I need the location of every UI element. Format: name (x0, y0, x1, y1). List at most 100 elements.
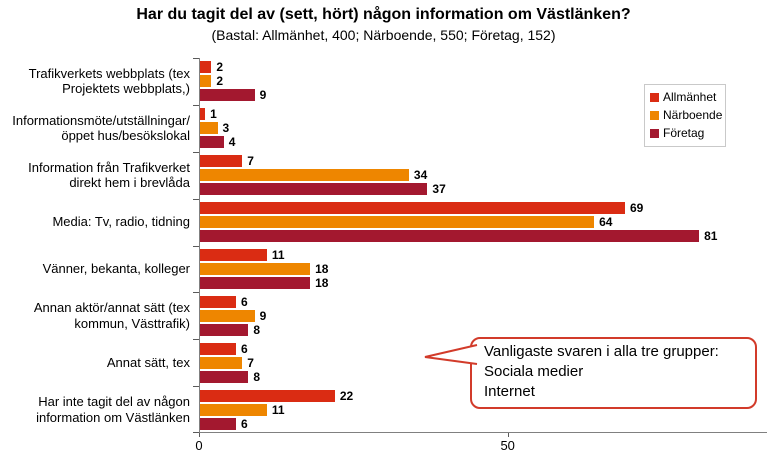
bar-allmänhet (199, 108, 206, 121)
bar-track: 81 (199, 229, 767, 244)
value-label: 69 (630, 201, 644, 216)
value-label: 2 (216, 74, 224, 89)
bar-företag (199, 370, 249, 383)
value-label: 2 (216, 60, 224, 75)
bar-närboende (199, 262, 311, 275)
category-label: Annat sätt, tex (106, 355, 190, 371)
bar-närboende (199, 122, 218, 135)
callout-bubble: Vanligaste svaren i alla tre grupper: So… (424, 337, 757, 409)
legend: Allmänhet Närboende Företag (644, 84, 726, 147)
bar-allmänhet (199, 342, 237, 355)
legend-swatch-icon (650, 93, 659, 102)
category-label: Annan aktör/annat sätt (tex kommun, Väst… (33, 300, 190, 331)
value-label: 8 (253, 322, 261, 337)
value-label: 6 (241, 294, 248, 309)
bar-track: 11 (199, 247, 767, 262)
chart-row: Vänner, bekanta, kolleger 11 18 18 (0, 246, 767, 293)
bar-track: 1 (199, 108, 767, 121)
x-axis-tick (507, 433, 509, 437)
bar-track: 6 (199, 341, 767, 356)
callout-line-1: Vanligaste svaren i alla tre grupper: (484, 343, 719, 360)
bar-allmänhet (199, 389, 335, 402)
bar-track: 11 (199, 402, 767, 417)
y-axis-tick (193, 245, 199, 247)
value-label: 7 (247, 154, 254, 169)
x-axis-tick (199, 433, 200, 437)
bar-track: 69 (199, 201, 767, 216)
value-label: 18 (315, 275, 329, 290)
chart-subtitle: (Bastal: Allmänhet, 400; Närboende, 550;… (211, 27, 556, 43)
bar-allmänhet (199, 295, 237, 308)
value-label: 4 (228, 135, 236, 150)
bar-närboende (199, 75, 212, 88)
callout-pointer-icon (424, 344, 478, 365)
x-axis-tick-label: 50 (500, 438, 515, 453)
bar-group: 69 64 81 (199, 199, 767, 246)
y-axis-tick (193, 339, 199, 341)
bar-chart: Trafikverkets webbplats (tex Projektets … (0, 58, 767, 453)
bar-track: 6 (199, 417, 767, 430)
bar-track: 8 (199, 370, 767, 383)
bar-track: 22 (199, 389, 767, 402)
bar-track: 18 (199, 262, 767, 275)
y-axis-tick (193, 432, 199, 433)
bar-företag (199, 417, 237, 430)
legend-label: Allmänhet (663, 90, 717, 104)
category-label: Informationsmöte/utställningar/ öppet hu… (12, 112, 190, 144)
category-label: Information från Trafikverket direkt hem… (28, 159, 190, 191)
value-label: 81 (704, 229, 718, 244)
bar-företag (199, 323, 249, 336)
bar-företag (199, 276, 311, 289)
value-label: 11 (271, 247, 285, 262)
chart-row: Media: Tv, radio, tidning 69 64 81 (0, 199, 767, 246)
category-label: Vänner, bekanta, kolleger (42, 261, 190, 277)
bar-företag (199, 136, 224, 149)
bar-track: 9 (199, 89, 767, 102)
y-axis-tick (193, 386, 199, 388)
callout-line-3: Internet (484, 383, 535, 400)
bar-allmänhet (199, 155, 243, 168)
legend-swatch-icon (650, 111, 659, 120)
y-axis-line (199, 58, 200, 433)
y-axis-tick (193, 198, 199, 200)
value-label: 37 (432, 182, 446, 197)
bar-track: 3 (199, 121, 767, 136)
bar-track: 4 (199, 135, 767, 150)
bar-närboende (199, 216, 595, 229)
bar-track: 18 (199, 275, 767, 290)
bar-group: 7 34 37 (199, 152, 767, 199)
chart-row: Informationsmöte/utställningar/ öppet hu… (0, 105, 767, 152)
value-label: 6 (241, 341, 248, 356)
chart-row: Har inte tagit del av någon information … (0, 386, 767, 433)
bar-track: 8 (199, 322, 767, 337)
bar-track: 6 (199, 294, 767, 309)
legend-item-närboende: Närboende (650, 109, 722, 122)
category-label: Trafikverkets webbplats (tex Projektets … (28, 66, 190, 97)
bar-track: 7 (199, 154, 767, 169)
bar-närboende (199, 169, 409, 182)
value-label: 34 (413, 168, 428, 183)
bar-track: 37 (199, 182, 767, 197)
bar-group: 22 11 6 (199, 386, 767, 433)
value-label: 64 (599, 215, 613, 230)
bar-track: 64 (199, 215, 767, 230)
bar-group: 11 18 18 (199, 246, 767, 293)
x-axis-line (199, 432, 767, 433)
chart-row: Annan aktör/annat sätt (tex kommun, Väst… (0, 292, 767, 339)
bar-track: 2 (199, 60, 767, 75)
chart-title: Har du tagit del av (sett, hört) någon i… (136, 6, 631, 23)
category-label: Har inte tagit del av någon information … (36, 394, 190, 425)
bar-företag (199, 183, 428, 196)
bar-track: 7 (199, 355, 767, 370)
y-axis-tick (193, 292, 199, 294)
bar-närboende (199, 403, 267, 416)
bar-närboende (199, 309, 255, 322)
bar-track: 9 (199, 309, 767, 322)
value-label: 7 (247, 355, 254, 370)
value-label: 11 (271, 402, 285, 417)
value-label: 3 (222, 121, 230, 136)
